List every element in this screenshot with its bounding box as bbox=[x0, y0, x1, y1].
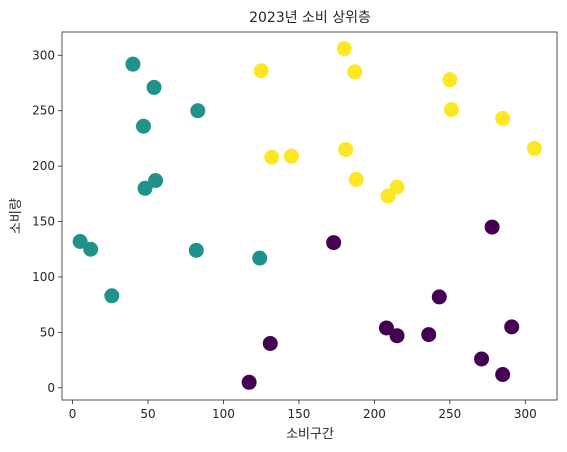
data-point bbox=[338, 141, 354, 157]
y-tick-label: 0 bbox=[47, 381, 55, 395]
data-point bbox=[336, 41, 352, 57]
data-point bbox=[484, 219, 500, 235]
x-tick-label: 150 bbox=[287, 407, 310, 421]
data-point bbox=[326, 235, 342, 251]
x-tick-label: 50 bbox=[140, 407, 155, 421]
data-point bbox=[474, 351, 490, 367]
data-point bbox=[526, 140, 542, 156]
data-point bbox=[125, 56, 141, 72]
data-points bbox=[72, 41, 542, 390]
data-point bbox=[443, 102, 459, 118]
y-tick-label: 150 bbox=[32, 215, 55, 229]
data-point bbox=[504, 319, 520, 335]
x-tick-label: 250 bbox=[438, 407, 461, 421]
y-tick-label: 200 bbox=[32, 159, 55, 173]
data-point bbox=[389, 179, 405, 195]
data-point bbox=[495, 110, 511, 126]
data-point bbox=[190, 103, 206, 119]
x-tick-label: 300 bbox=[514, 407, 537, 421]
data-point bbox=[262, 335, 278, 351]
y-axis-label: 소비량 bbox=[9, 198, 24, 234]
data-point bbox=[252, 250, 268, 266]
data-point bbox=[241, 374, 257, 390]
y-tick-label: 300 bbox=[32, 48, 55, 62]
data-point bbox=[421, 327, 437, 343]
data-point bbox=[146, 79, 162, 95]
y-axis: 0 50 100 150 200 250 300 bbox=[32, 48, 62, 395]
data-point bbox=[431, 289, 447, 305]
y-tick-label: 50 bbox=[40, 325, 55, 339]
x-axis-label: 소비구간 bbox=[286, 427, 334, 442]
data-point bbox=[72, 233, 88, 249]
data-point bbox=[378, 320, 394, 336]
plot-area: 0 50 100 150 200 250 300 0 50 100 150 200 250 300 bbox=[32, 31, 558, 421]
plot-frame bbox=[61, 31, 558, 401]
y-tick-label: 250 bbox=[32, 104, 55, 118]
x-axis: 0 50 100 150 200 250 300 bbox=[69, 400, 537, 421]
x-tick-label: 0 bbox=[69, 407, 77, 421]
data-point bbox=[135, 118, 151, 134]
data-point bbox=[348, 171, 364, 187]
data-point bbox=[137, 180, 153, 196]
y-tick-label: 100 bbox=[32, 270, 55, 284]
data-point bbox=[148, 173, 164, 189]
data-point bbox=[104, 288, 120, 304]
data-point bbox=[83, 241, 99, 257]
data-point bbox=[389, 328, 405, 344]
x-tick-label: 200 bbox=[363, 407, 386, 421]
x-tick-label: 100 bbox=[212, 407, 235, 421]
data-point bbox=[264, 149, 280, 165]
chart-title: 2023년 소비 상위층 bbox=[249, 10, 371, 26]
data-point bbox=[495, 367, 511, 383]
data-point bbox=[253, 63, 269, 79]
data-point bbox=[442, 72, 458, 88]
data-point bbox=[347, 64, 363, 80]
data-point bbox=[283, 148, 299, 164]
data-point bbox=[188, 242, 204, 258]
